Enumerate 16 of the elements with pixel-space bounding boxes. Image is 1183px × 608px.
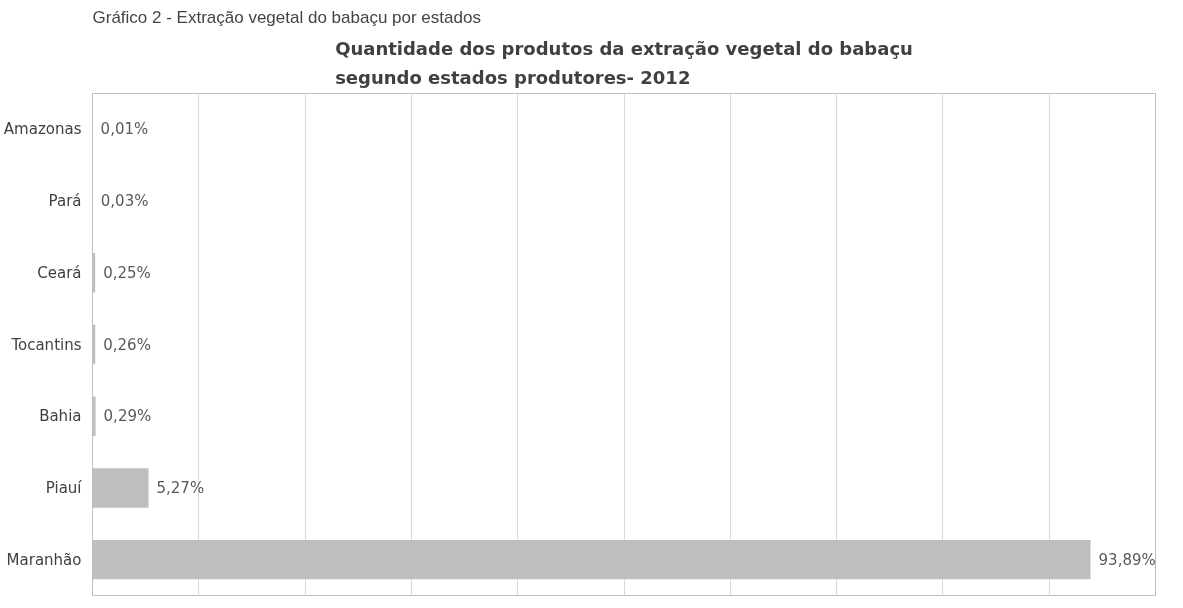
text: Gráfico 2 - Extração vegetal do babaçu por estados [92,7,481,27]
data-label: 93,89% [1098,550,1156,569]
data-label: 0,03% [100,192,149,211]
data-label: 0,26% [103,335,151,354]
y-tick-label: Pará [48,192,82,211]
data-label: 5,27% [156,478,205,497]
y-tick-label: Tocantins [10,335,82,354]
y-tick-label: Maranhão [6,550,82,569]
data-label: 0,29% [103,407,152,426]
y-tick-label: Ceará [37,263,82,282]
y-tick-label: Amazonas [3,120,82,139]
data-label: 0,01% [100,120,149,139]
y-tick-label: Bahia [39,407,82,426]
y-tick-label: Piauí [45,478,83,497]
data-label: 0,25% [103,263,151,282]
chart-title: Quantidade dos produtos da extração vegetal do babaçu segundo estados produtores- 2012 [335,38,913,89]
